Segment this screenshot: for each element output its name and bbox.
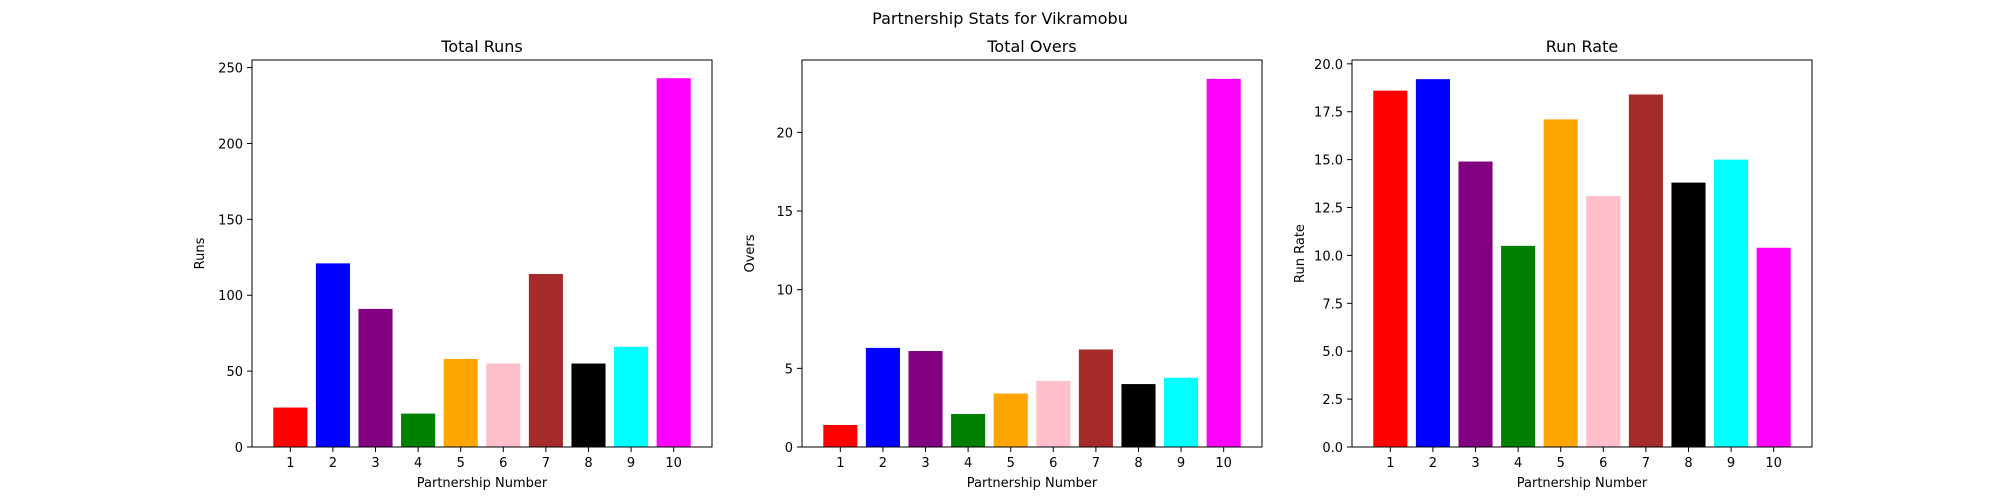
y-tick-label: 5 bbox=[785, 362, 793, 377]
x-tick-label: 2 bbox=[329, 456, 337, 471]
bar-10 bbox=[1206, 78, 1241, 447]
bar-1 bbox=[273, 407, 308, 447]
x-tick-label: 8 bbox=[1134, 456, 1142, 471]
x-tick-label: 7 bbox=[1642, 456, 1650, 471]
chart-title: Total Overs bbox=[986, 37, 1076, 56]
bar-8 bbox=[1121, 384, 1156, 447]
x-tick-label: 1 bbox=[286, 456, 294, 471]
x-tick-label: 3 bbox=[371, 456, 379, 471]
axes-frame bbox=[801, 59, 1263, 448]
x-tick-label: 5 bbox=[1557, 456, 1565, 471]
axes-frame bbox=[251, 59, 713, 448]
y-axis-label: Run Rate bbox=[1293, 224, 1308, 283]
y-tick-label: 200 bbox=[218, 137, 243, 152]
y-tick-label: 5.0 bbox=[1322, 345, 1343, 360]
bar-3 bbox=[908, 351, 943, 447]
x-tick-label: 8 bbox=[1684, 456, 1692, 471]
x-tick-label: 3 bbox=[921, 456, 929, 471]
y-tick-label: 15 bbox=[776, 205, 793, 220]
bar-5 bbox=[993, 393, 1028, 447]
bar-3 bbox=[358, 308, 393, 447]
chart-panel-3: 1 2 3 4 5 6 7 8 9 10 0.0 2.5 5.0 7.5 10.0 12.5 15.0 17.5 2… bbox=[1293, 37, 1813, 491]
bar-9 bbox=[614, 346, 649, 447]
y-tick-label: 12.5 bbox=[1314, 202, 1343, 217]
x-tick-label: 7 bbox=[542, 456, 550, 471]
x-tick-label: 4 bbox=[1514, 456, 1522, 471]
x-tick-label: 5 bbox=[457, 456, 465, 471]
bar-1 bbox=[823, 424, 858, 447]
chart-title: Total Runs bbox=[440, 37, 522, 56]
bar-2 bbox=[1415, 79, 1450, 447]
x-tick-label: 10 bbox=[665, 456, 682, 471]
bar-3 bbox=[1458, 161, 1493, 447]
y-tick-label: 10.0 bbox=[1314, 249, 1343, 264]
y-tick-label: 15.0 bbox=[1314, 154, 1343, 169]
axes-frame bbox=[1351, 59, 1813, 448]
y-tick-label: 0 bbox=[785, 441, 793, 456]
bar-4 bbox=[401, 413, 436, 447]
bar-4 bbox=[951, 413, 986, 447]
x-axis-label: Partnership Number bbox=[417, 476, 548, 491]
x-tick-label: 3 bbox=[1471, 456, 1479, 471]
y-tick-label: 0 bbox=[235, 441, 243, 456]
chart-title: Run Rate bbox=[1546, 37, 1618, 56]
x-axis-label: Partnership Number bbox=[1517, 476, 1648, 491]
bar-2 bbox=[865, 347, 900, 447]
bar-8 bbox=[571, 363, 606, 447]
bar-10 bbox=[656, 78, 691, 447]
y-tick-label: 150 bbox=[218, 213, 243, 228]
y-tick-label: 20 bbox=[776, 126, 793, 141]
y-tick-label: 10 bbox=[776, 284, 793, 299]
bar-5 bbox=[443, 358, 478, 447]
bar-1 bbox=[1373, 90, 1408, 447]
x-tick-label: 6 bbox=[1049, 456, 1057, 471]
x-tick-label: 6 bbox=[499, 456, 507, 471]
x-tick-label: 2 bbox=[1429, 456, 1437, 471]
bar-8 bbox=[1671, 182, 1706, 447]
y-axis-label: Overs bbox=[743, 234, 758, 272]
y-tick-label: 7.5 bbox=[1322, 297, 1343, 312]
y-tick-label: 20.0 bbox=[1314, 58, 1343, 73]
x-tick-label: 1 bbox=[1386, 456, 1394, 471]
x-tick-label: 8 bbox=[584, 456, 592, 471]
bar-9 bbox=[1714, 159, 1749, 447]
x-tick-label: 9 bbox=[627, 456, 635, 471]
bar-2 bbox=[315, 263, 350, 447]
figure-title: Partnership Stats for Vikramobu bbox=[872, 9, 1128, 28]
bar-7 bbox=[1628, 94, 1663, 448]
y-axis-label: Runs bbox=[193, 237, 208, 269]
y-tick-label: 250 bbox=[218, 62, 243, 77]
x-tick-label: 10 bbox=[1765, 456, 1782, 471]
bar-7 bbox=[1078, 349, 1113, 447]
x-tick-label: 4 bbox=[414, 456, 422, 471]
y-tick-label: 2.5 bbox=[1322, 393, 1343, 408]
x-tick-label: 7 bbox=[1092, 456, 1100, 471]
bar-4 bbox=[1501, 245, 1536, 447]
bar-6 bbox=[486, 363, 521, 447]
x-axis-label: Partnership Number bbox=[967, 476, 1098, 491]
x-tick-label: 1 bbox=[836, 456, 844, 471]
x-tick-label: 10 bbox=[1215, 456, 1232, 471]
x-tick-label: 6 bbox=[1599, 456, 1607, 471]
y-tick-label: 17.5 bbox=[1314, 106, 1343, 121]
y-tick-label: 50 bbox=[226, 365, 243, 380]
y-tick-label: 0.0 bbox=[1322, 441, 1343, 456]
bar-6 bbox=[1586, 196, 1621, 447]
x-tick-label: 5 bbox=[1007, 456, 1015, 471]
bar-9 bbox=[1164, 377, 1199, 447]
x-tick-label: 2 bbox=[879, 456, 887, 471]
bar-7 bbox=[528, 273, 563, 447]
y-tick-label: 100 bbox=[218, 289, 243, 304]
bar-10 bbox=[1756, 247, 1791, 447]
chart-panel-2: 1 2 3 4 5 6 7 8 9 10 0 5 10 15 20 Total Overs Partnershi… bbox=[743, 37, 1263, 491]
bar-5 bbox=[1543, 119, 1578, 448]
bar-6 bbox=[1036, 380, 1071, 447]
x-tick-label: 9 bbox=[1177, 456, 1185, 471]
x-tick-label: 4 bbox=[964, 456, 972, 471]
x-tick-label: 9 bbox=[1727, 456, 1735, 471]
